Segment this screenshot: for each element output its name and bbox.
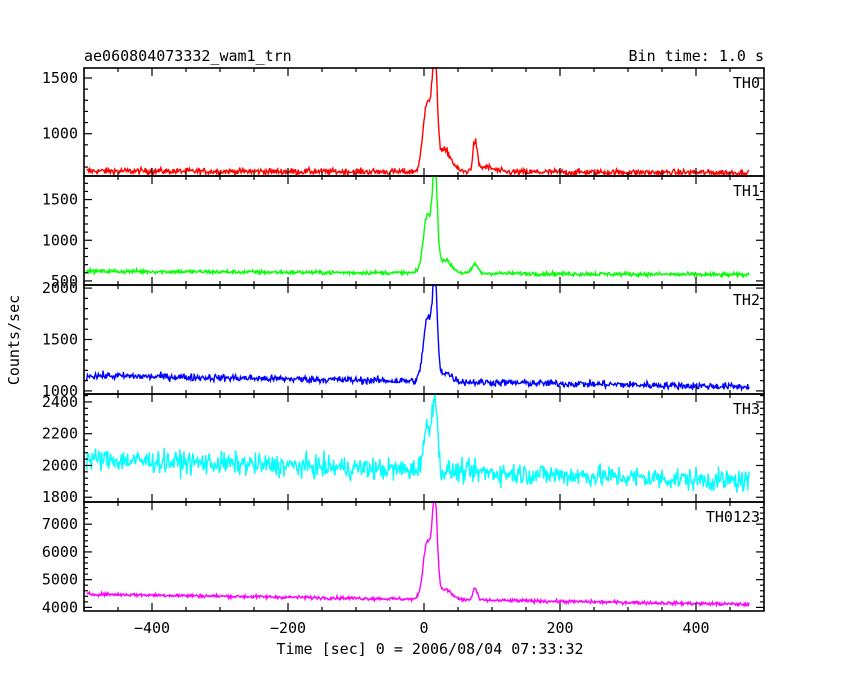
y-axis-label: Counts/sec bbox=[5, 295, 23, 385]
y-tick-label: 6000 bbox=[42, 543, 78, 561]
y-tick-label: 1000 bbox=[42, 382, 78, 400]
panel-label-th3: TH3 bbox=[733, 400, 760, 418]
y-tick-label: 7000 bbox=[42, 515, 78, 533]
y-tick-label: 1000 bbox=[42, 231, 78, 249]
y-tick-label: 2000 bbox=[42, 279, 78, 297]
chart-title: ae060804073332_wam1_trn bbox=[84, 47, 292, 65]
panel-label-th1: TH1 bbox=[733, 182, 760, 200]
series-line-th0123 bbox=[86, 501, 750, 609]
y-tick-label: 500 bbox=[51, 272, 78, 290]
y-tick-label: 4000 bbox=[42, 598, 78, 616]
panel-th0: 1000 1500 TH0 bbox=[42, 67, 765, 179]
series-line-th3 bbox=[86, 394, 750, 493]
series-line-th1 bbox=[86, 175, 750, 279]
panel-th2: 1000 1500 2000 TH2 bbox=[42, 279, 765, 400]
series-line-th2 bbox=[86, 284, 750, 393]
panel-frame bbox=[83, 393, 765, 503]
panel-th3: 1800 2000 2200 2400 TH3 bbox=[42, 393, 765, 506]
series-line-th0 bbox=[86, 67, 750, 179]
y-tick-label: 2400 bbox=[42, 393, 78, 411]
y-tick-label: 1500 bbox=[42, 69, 78, 87]
x-tick-label: −200 bbox=[270, 619, 306, 637]
y-tick-label: 2000 bbox=[42, 456, 78, 474]
x-tick-label: 200 bbox=[546, 619, 573, 637]
panel-label-th0123: TH0123 bbox=[706, 508, 760, 526]
x-axis-label: Time [sec] 0 = 2006/08/04 07:33:32 bbox=[276, 640, 583, 658]
y-tick-label: 5000 bbox=[42, 571, 78, 589]
x-tick-label: 0 bbox=[419, 619, 428, 637]
panel-label-th2: TH2 bbox=[733, 291, 760, 309]
y-tick-label: 2200 bbox=[42, 425, 78, 443]
panel-th1: 500 1000 1500 TH1 bbox=[42, 175, 765, 290]
panel-label-th0: TH0 bbox=[733, 74, 760, 92]
x-tick-label: −400 bbox=[134, 619, 170, 637]
y-tick-label: 1800 bbox=[42, 488, 78, 506]
x-tick-label: 400 bbox=[682, 619, 709, 637]
panel-th0123: 4000 5000 6000 7000 TH0123 bbox=[42, 501, 765, 616]
y-tick-label: 1500 bbox=[42, 331, 78, 349]
y-tick-label: 1000 bbox=[42, 125, 78, 143]
y-tick-label: 1500 bbox=[42, 191, 78, 209]
bin-time-label: Bin time: 1.0 s bbox=[629, 47, 764, 65]
